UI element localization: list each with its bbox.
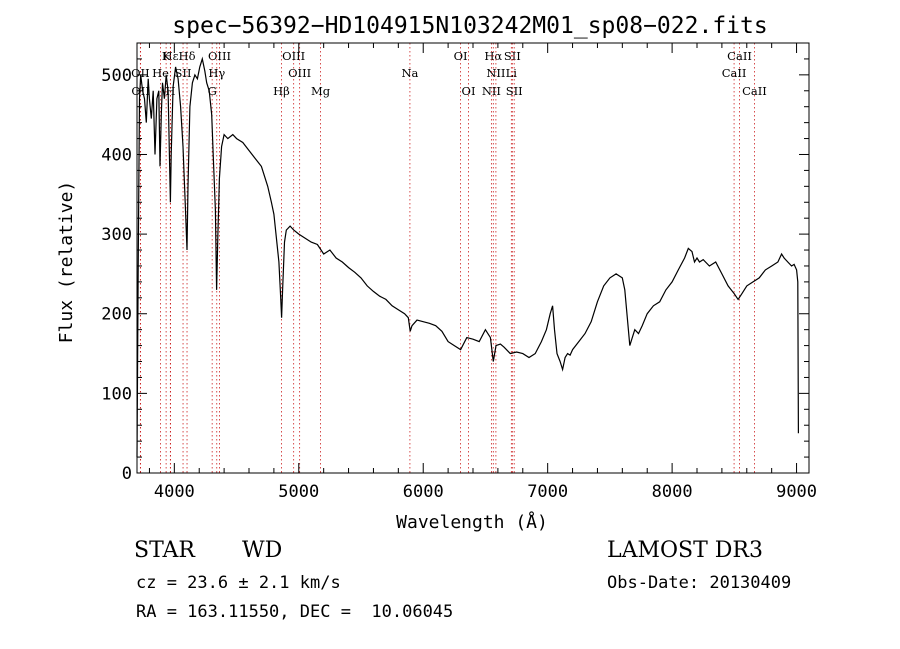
line-marker-label: G	[208, 84, 217, 98]
line-marker-label: Hδ	[179, 49, 196, 63]
line-marker-label: OIII	[282, 49, 305, 63]
spectrum-line	[136, 56, 800, 458]
line-marker-label: OIII	[288, 66, 311, 80]
y-tick-label: 0	[122, 464, 132, 484]
line-marker-label: SII	[175, 66, 192, 80]
plot-frame	[136, 42, 810, 474]
line-marker-label: OI	[454, 49, 468, 63]
line-marker-label: Mg	[311, 84, 331, 98]
line-marker-label: SII	[504, 49, 521, 63]
x-tick-label: 7000	[527, 482, 568, 502]
line-marker-label: CaII	[722, 66, 747, 80]
x-tick-label: 5000	[278, 482, 319, 502]
line-marker-label: Hα	[484, 49, 502, 63]
y-tick-label: 400	[101, 145, 132, 165]
obs-date-text: Obs-Date: 20130409	[607, 573, 792, 593]
line-marker-label: Hβ	[273, 84, 290, 98]
line-marker-label: CaII	[727, 49, 752, 63]
line-marker-label: NII	[486, 66, 505, 80]
line-marker-label: K	[162, 49, 171, 63]
y-tick-label: 300	[101, 225, 132, 245]
y-axis-label: Flux (relative)	[56, 181, 77, 344]
x-tick-label: 9000	[776, 482, 817, 502]
line-marker-label: OII	[131, 66, 150, 80]
object-class: STAR	[134, 538, 195, 563]
survey-name: LAMOST DR3	[607, 538, 763, 563]
line-marker-label: H	[165, 84, 175, 98]
line-marker-label: He	[152, 66, 169, 80]
object-subclass: WD	[242, 538, 283, 563]
line-marker-label: OIII	[208, 49, 231, 63]
y-tick-label: 200	[101, 305, 132, 325]
line-marker-label: CaII	[742, 84, 767, 98]
y-tick-label: 500	[101, 66, 132, 86]
redshift-text: cz = 23.6 ± 2.1 km/s	[136, 573, 341, 593]
line-marker-label: Hγ	[208, 66, 225, 80]
y-axis-ticks: 0 100 200 300 400 500	[101, 58, 809, 484]
x-axis-label: Wavelength (Å)	[396, 511, 548, 533]
line-marker-label: OI	[462, 84, 476, 98]
x-tick-label: 8000	[652, 482, 693, 502]
x-tick-label: 6000	[403, 482, 444, 502]
line-marker-label: Na	[401, 66, 418, 80]
line-marker-label: SII	[506, 84, 523, 98]
chart-title: spec−56392−HD104915N103242M01_sp08−022.f…	[172, 13, 767, 39]
line-marker-label: NII	[482, 84, 501, 98]
x-tick-label: 4000	[154, 482, 195, 502]
radec-text: RA = 163.11550, DEC = 10.06045	[136, 602, 454, 622]
line-marker-label: Li	[506, 66, 518, 80]
y-tick-label: 100	[101, 384, 132, 404]
x-axis-ticks: 4000 5000 6000 7000 8000 9000	[148, 43, 817, 502]
